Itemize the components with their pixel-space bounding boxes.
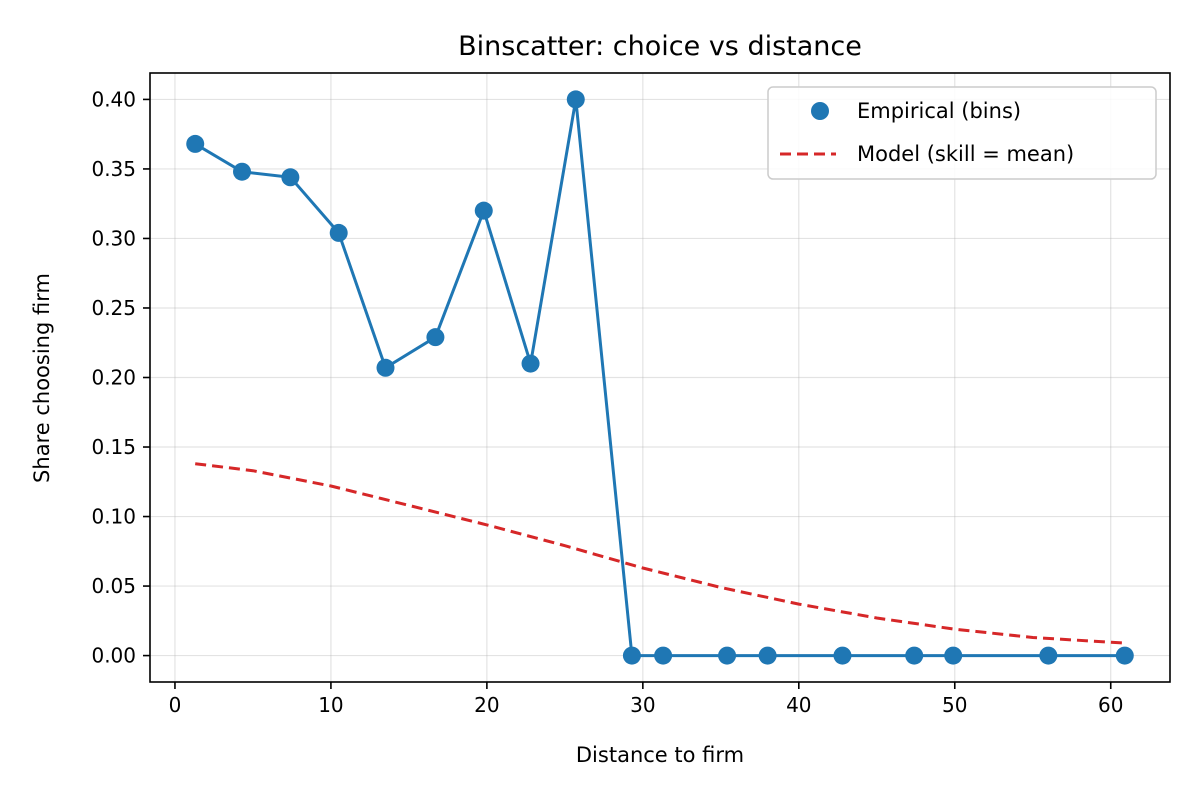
- y-tick-label: 0.35: [91, 157, 136, 181]
- empirical-point: [905, 646, 924, 665]
- empirical-point: [233, 162, 252, 181]
- x-tick-label: 30: [630, 693, 655, 717]
- empirical-point: [758, 646, 777, 665]
- empirical-point: [654, 646, 673, 665]
- axis-ticks: 0 10 20 30 40 50 60 0.00 0.05 0.10 0.15 0.20 0.25 0.3…: [91, 87, 1123, 717]
- y-tick-label: 0.20: [91, 366, 136, 390]
- empirical-point: [1115, 646, 1134, 665]
- empirical-point: [944, 646, 963, 665]
- y-tick-label: 0.15: [91, 435, 136, 459]
- y-tick-label: 0.05: [91, 574, 136, 598]
- y-axis-title: Share choosing firm: [30, 273, 54, 483]
- y-tick-label: 0.25: [91, 296, 136, 320]
- empirical-point: [426, 328, 445, 347]
- x-axis-title: Distance to firm: [576, 743, 744, 767]
- y-tick-label: 0.00: [91, 644, 136, 668]
- legend-label: Empirical (bins): [857, 99, 1021, 123]
- grid: [150, 73, 1170, 682]
- y-tick-label: 0.10: [91, 505, 136, 529]
- y-tick-label: 0.40: [91, 87, 136, 111]
- x-tick-label: 50: [942, 693, 967, 717]
- y-tick-label: 0.30: [91, 226, 136, 250]
- x-tick-label: 20: [474, 693, 499, 717]
- legend-label: Model (skill = mean): [857, 142, 1074, 166]
- empirical-point: [329, 223, 348, 242]
- empirical-point: [833, 646, 852, 665]
- empirical-point: [474, 201, 493, 220]
- empirical-point: [281, 168, 300, 187]
- empirical-point: [1039, 646, 1058, 665]
- chart-title: Binscatter: choice vs distance: [458, 31, 862, 62]
- empirical-point: [622, 646, 641, 665]
- x-tick-label: 60: [1098, 693, 1123, 717]
- model-line: [195, 462, 1125, 645]
- legend: Empirical (bins) Model (skill = mean): [767, 86, 1157, 180]
- x-tick-label: 0: [169, 693, 182, 717]
- plot-area: [186, 90, 1134, 665]
- legend-empirical-swatch: [811, 102, 829, 120]
- empirical-point: [186, 134, 205, 153]
- x-tick-label: 40: [786, 693, 811, 717]
- empirical-point: [566, 90, 585, 109]
- legend-box: [767, 86, 1157, 180]
- x-tick-label: 10: [318, 693, 343, 717]
- empirical-point: [521, 354, 540, 373]
- empirical-point: [376, 358, 395, 377]
- empirical-point: [718, 646, 737, 665]
